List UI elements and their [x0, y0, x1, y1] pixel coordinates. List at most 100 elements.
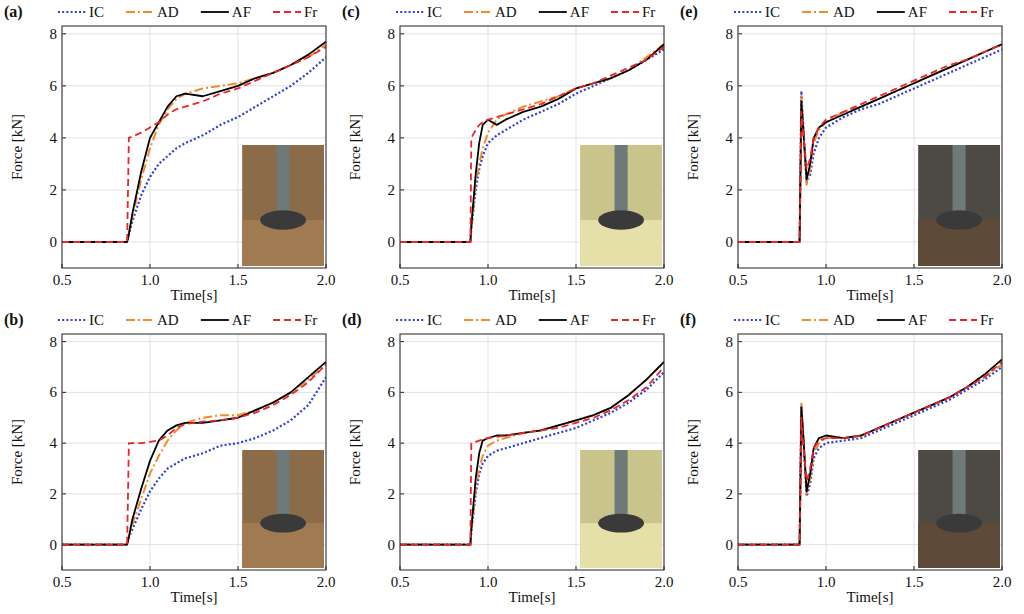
tick-label: 1.5	[229, 574, 248, 590]
panel-letter: (d)	[342, 311, 362, 329]
tick-mark	[738, 137, 742, 138]
series-line	[738, 44, 1002, 242]
y-axis-title: Force [kN]	[347, 114, 363, 180]
grid-line	[738, 341, 1002, 342]
grid-line	[914, 26, 915, 268]
legend-label: AF	[232, 312, 251, 328]
figure: 024680.51.01.52.0Time[s]Force [kN](a)ICA…	[0, 0, 1024, 614]
inset-photo	[242, 450, 324, 568]
grid-line	[400, 443, 664, 444]
grid-line	[738, 443, 1002, 444]
tick-label: 0.5	[729, 272, 748, 288]
tick-label: 1.5	[567, 272, 586, 288]
grid-line	[62, 392, 326, 393]
legend-label: IC	[765, 312, 780, 328]
series-line	[62, 362, 326, 545]
series-line	[62, 57, 326, 242]
series-line	[62, 364, 326, 544]
series-line	[62, 44, 326, 242]
legend-label: IC	[89, 4, 104, 20]
series-line	[62, 364, 326, 544]
legend-label: Fr	[304, 4, 317, 20]
grid-line	[400, 341, 664, 342]
series-line	[400, 44, 664, 242]
legend-swatch	[949, 319, 977, 321]
plot-frame	[62, 334, 326, 570]
inset-background	[580, 145, 662, 266]
inset-photo	[918, 145, 1000, 266]
legend-swatch	[734, 11, 762, 13]
series-line	[400, 362, 664, 545]
legend-swatch	[273, 11, 301, 13]
legend-swatch	[949, 11, 977, 13]
inset-leg	[277, 450, 290, 515]
tick-mark	[62, 137, 66, 138]
grid-line	[826, 334, 827, 570]
tick-mark	[914, 264, 915, 268]
inset-leg	[615, 450, 628, 515]
series-group	[62, 42, 326, 242]
legend-swatch	[802, 319, 830, 321]
legend: ICADAFFr	[734, 4, 993, 20]
tick-label: 1.0	[817, 574, 836, 590]
tick-mark	[400, 493, 404, 494]
tick-label: 6	[726, 384, 734, 400]
inset-foot	[936, 210, 982, 229]
legend-swatch	[877, 319, 905, 321]
legend-label: AD	[495, 312, 517, 328]
panel: 024680.51.01.52.0Time[s]Force [kN](f)ICA…	[680, 311, 1011, 605]
grid-line	[400, 137, 664, 138]
inset-background	[918, 145, 1000, 266]
plot-frame	[62, 26, 326, 268]
series-line	[400, 49, 664, 242]
tick-label: 4	[388, 130, 396, 146]
tick-label: 8	[388, 26, 396, 42]
tick-mark	[914, 566, 915, 570]
tick-label: 2.0	[655, 574, 674, 590]
tick-mark	[576, 566, 577, 570]
tick-label: 6	[726, 78, 734, 94]
legend-swatch	[734, 319, 762, 321]
grid-line	[62, 33, 326, 34]
tick-label: 4	[50, 130, 58, 146]
series-line	[400, 44, 664, 242]
inset-photo	[242, 145, 324, 266]
tick-mark	[62, 85, 66, 86]
panel: 024680.51.01.52.0Time[s]Force [kN](a)ICA…	[4, 3, 335, 303]
x-axis-title: Time[s]	[847, 589, 894, 605]
legend: ICADAFFr	[396, 4, 655, 20]
inset-foot	[260, 210, 306, 229]
tick-mark	[738, 85, 742, 86]
tick-mark	[576, 264, 577, 268]
tick-label: 2	[726, 486, 734, 502]
grid-line	[238, 334, 239, 570]
grid-line	[488, 334, 489, 570]
inset-background	[580, 450, 662, 568]
tick-mark	[62, 443, 66, 444]
tick-label: 2.0	[993, 574, 1012, 590]
series-line	[738, 49, 1002, 242]
series-line	[62, 42, 326, 242]
grid-line	[150, 26, 151, 268]
y-axis-title: Force [kN]	[347, 419, 363, 485]
legend-label: IC	[765, 4, 780, 20]
tick-label: 1.0	[479, 574, 498, 590]
tick-label: 4	[50, 435, 58, 451]
tick-label: 1.5	[229, 272, 248, 288]
plot-frame	[400, 334, 664, 570]
legend-swatch	[611, 11, 639, 13]
inset-foot	[260, 514, 306, 533]
inset-background	[242, 145, 324, 266]
series-group	[738, 359, 1002, 544]
panel-letter: (e)	[680, 3, 698, 21]
tick-label: 1.5	[905, 272, 924, 288]
legend: ICADAFFr	[58, 4, 317, 20]
grid-line	[62, 85, 326, 86]
legend-swatch	[464, 319, 492, 321]
tick-label: 2	[50, 182, 58, 198]
series-group	[400, 44, 664, 242]
legend-label: IC	[89, 312, 104, 328]
grid-line	[238, 26, 239, 268]
legend-swatch	[802, 11, 830, 13]
legend-label: AF	[908, 312, 927, 328]
